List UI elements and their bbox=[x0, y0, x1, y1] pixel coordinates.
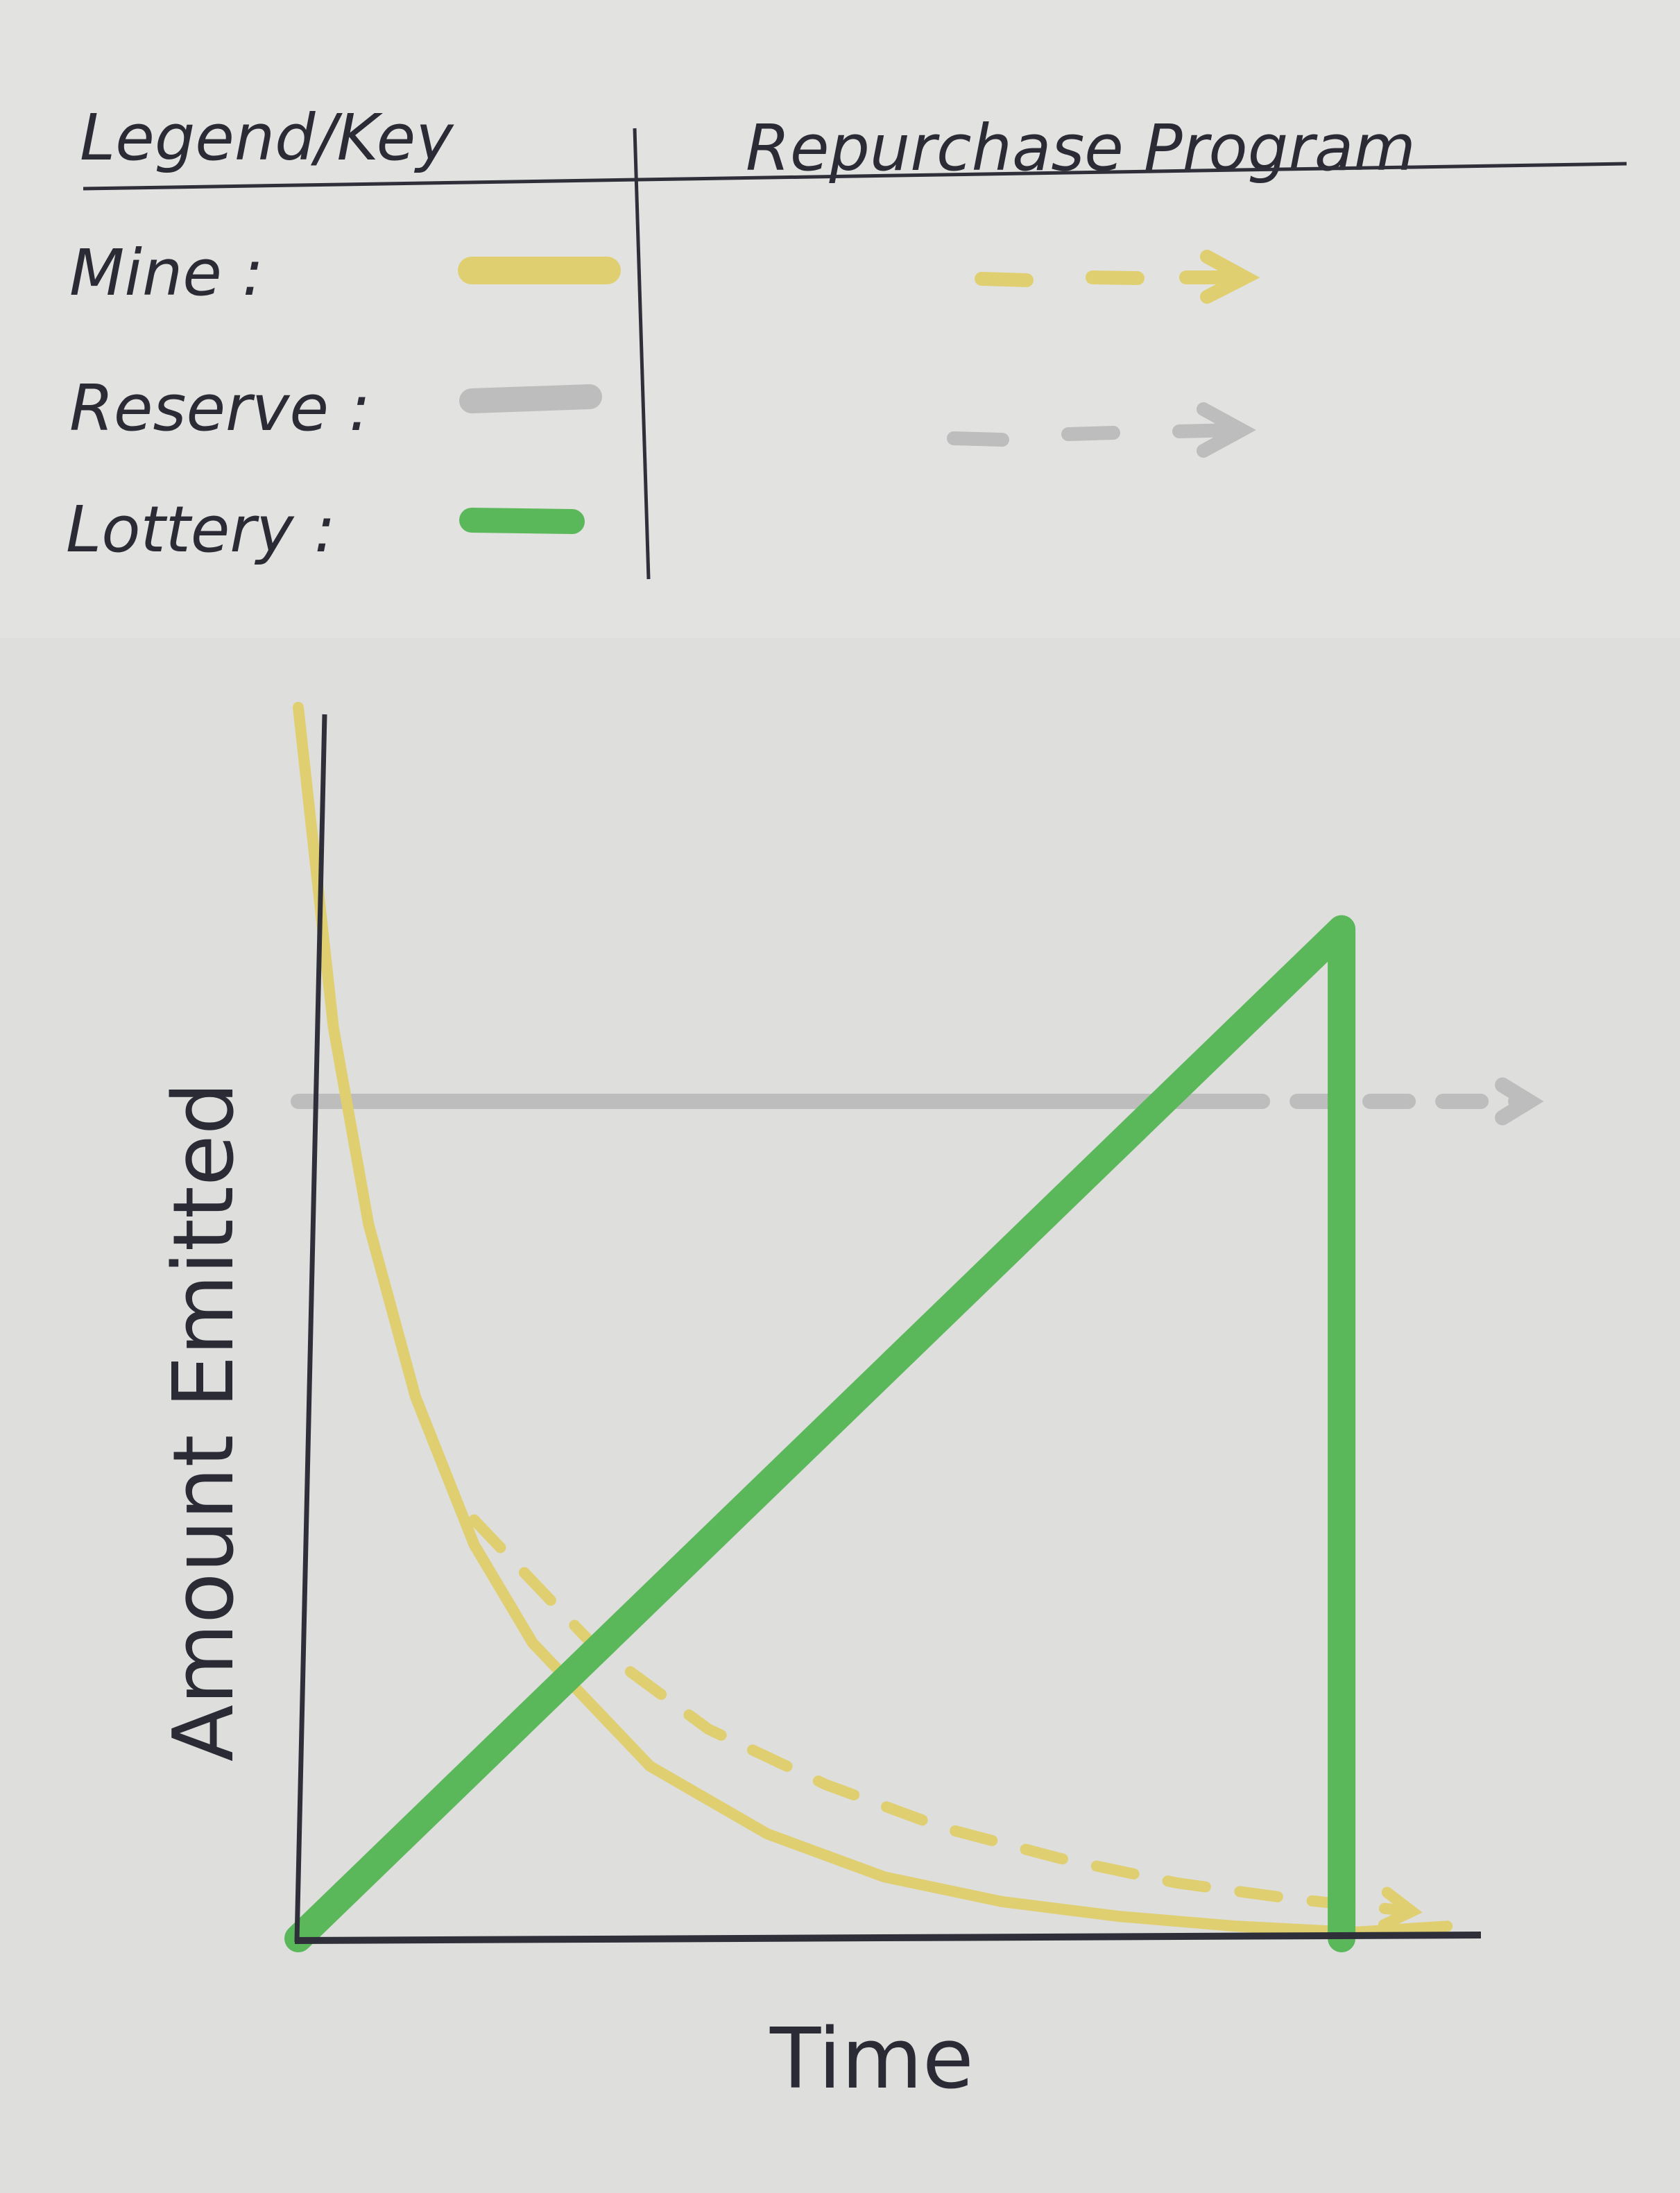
series-line-mine-repurchase-program bbox=[468, 1514, 1418, 1917]
series-line-mine bbox=[293, 702, 1453, 1938]
legend-swatch-reserve bbox=[459, 384, 602, 413]
legend-swatch-lottery bbox=[459, 508, 585, 534]
y-axis-label: Amount Emitted bbox=[156, 1082, 252, 1762]
legend-header-rule bbox=[83, 162, 1627, 191]
series-layer bbox=[284, 702, 1544, 1952]
legend-column-divider bbox=[633, 128, 651, 580]
series-arrowhead-reserve-repurchase-program bbox=[1495, 1077, 1544, 1126]
y-axis bbox=[294, 714, 327, 1943]
legend-repurchase-mine bbox=[975, 250, 1260, 304]
series-line-lottery bbox=[284, 915, 1356, 1952]
chart: Time Amount Emitted bbox=[156, 702, 1544, 2108]
legend-repurchase-reserve bbox=[947, 402, 1256, 458]
legend-heading: Legend/Key bbox=[80, 101, 454, 175]
legend-label-mine: Mine : bbox=[69, 236, 264, 310]
legend-label-reserve: Reserve : bbox=[69, 371, 370, 445]
x-axis bbox=[294, 1932, 1482, 1944]
x-axis-label: Time bbox=[769, 2011, 974, 2108]
legend-table: Legend/Key Repurchase Program Mine : Res… bbox=[66, 101, 1627, 580]
series-arrowhead-mine-repurchase-program bbox=[1378, 1886, 1423, 1931]
legend-label-lottery: Lottery : bbox=[66, 492, 336, 567]
legend-panel bbox=[0, 0, 1680, 638]
